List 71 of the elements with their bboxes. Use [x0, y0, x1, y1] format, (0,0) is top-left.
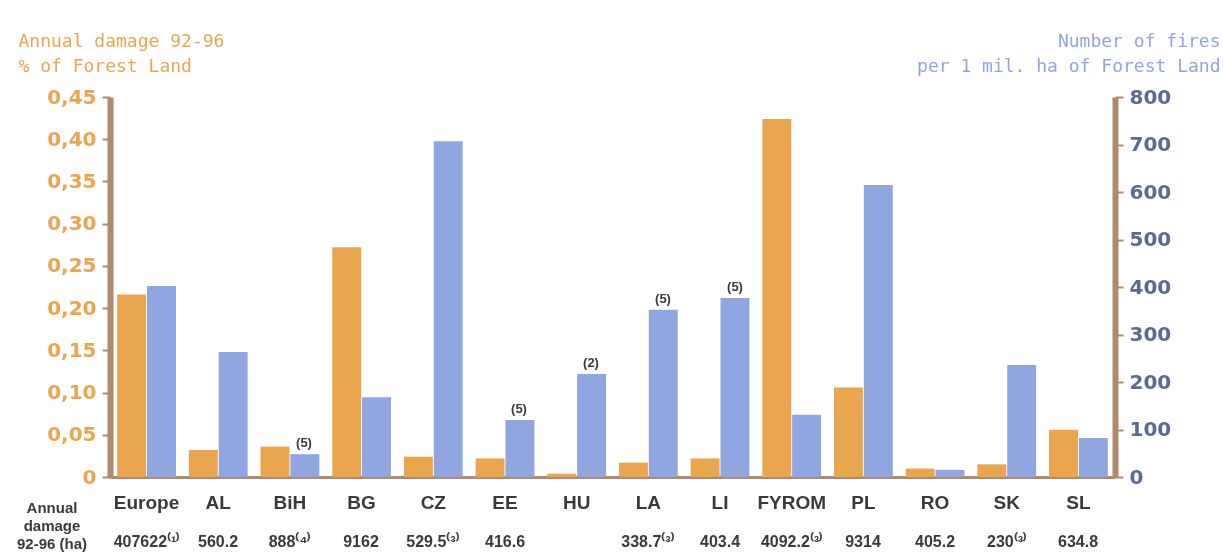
text: 230⁽³⁾: [986, 532, 1028, 550]
bar: [577, 373, 607, 477]
bar: [690, 458, 720, 477]
y2-tick-label: 300: [1129, 322, 1172, 346]
text: 9314: [845, 533, 881, 550]
x-tick-label: SK: [993, 491, 1021, 513]
text: 560.2: [197, 533, 239, 550]
bar: [720, 297, 750, 477]
bar: [792, 414, 822, 477]
bar: [332, 247, 362, 477]
bar: [218, 352, 248, 477]
text: 9162: [343, 533, 379, 550]
y2-tick-label: 500: [1129, 227, 1172, 251]
text: 338.7⁽³⁾: [621, 532, 675, 550]
bar: [648, 309, 678, 477]
text: 405.2: [914, 533, 956, 550]
annotation: (5): [655, 291, 671, 306]
y-tick-label: 0,25: [47, 253, 97, 278]
bar: [403, 456, 433, 477]
y2-tick-label: 0: [1129, 464, 1144, 489]
x-tick-label: AL: [205, 491, 232, 513]
bar: [618, 462, 648, 477]
bar: [762, 118, 792, 477]
x-tick-label: FYROM: [757, 491, 827, 513]
x-tick-label: EE: [492, 491, 518, 513]
x-tick-label: LA: [635, 491, 662, 513]
bar: [863, 184, 893, 477]
bar: [1007, 364, 1037, 477]
text: Annual damage 92-96 (ha): [16, 499, 88, 552]
y2-axis-title: Number of fires per 1 mil. ha of Forest Land: [917, 29, 1221, 76]
text: 888⁽⁴⁾: [268, 532, 312, 550]
x-tick-label: BiH: [273, 491, 307, 513]
y2-tick-label: 600: [1129, 179, 1172, 204]
x-tick-label: HU: [562, 491, 591, 513]
x-tick-label: SL: [1066, 491, 1091, 513]
x-tick-label: RO: [920, 491, 950, 513]
text: 4092.2⁽³⁾: [760, 532, 824, 550]
x-tick-label: Europe: [113, 491, 180, 513]
y2-tick-label: 800: [1129, 84, 1172, 109]
y2-tick-label: 400: [1129, 274, 1172, 299]
annotation: (5): [727, 279, 743, 294]
annotation: (2): [583, 355, 599, 370]
bar: [977, 464, 1007, 477]
x-tick-label: LI: [711, 491, 729, 513]
annotation: (5): [511, 401, 527, 416]
y2-tick-label: 100: [1129, 417, 1172, 441]
y-tick-label: 0: [82, 464, 97, 489]
y-tick-label: 0,30: [47, 211, 97, 236]
x-tick-label: BG: [347, 491, 376, 513]
y-tick-label: 0,15: [47, 337, 97, 362]
y-tick-label: 0,05: [47, 422, 97, 447]
text: 407622⁽¹⁾: [113, 532, 181, 550]
y2-tick-label: 700: [1129, 132, 1172, 156]
y-tick-label: 0,40: [47, 126, 97, 151]
y-axis-title: Annual damage 92-96 % of Forest Land: [18, 29, 225, 76]
text: 634.8: [1057, 533, 1099, 550]
y2-tick-label: 200: [1129, 369, 1172, 394]
y-tick-label: 0,35: [47, 168, 97, 193]
x-tick-label: PL: [851, 491, 876, 513]
bar: [188, 449, 218, 477]
y-tick-label: 0,10: [47, 380, 97, 405]
bar: [505, 420, 535, 477]
x-tick-label: CZ: [420, 491, 447, 513]
y-tick-label: 0,45: [47, 84, 97, 109]
bar: [834, 387, 863, 477]
y-tick-label: 0,20: [47, 295, 97, 320]
bar: [433, 141, 463, 477]
text: 529.5⁽³⁾: [406, 532, 460, 550]
text: 416.6: [484, 533, 526, 550]
text: 403.4: [699, 533, 741, 550]
annotation: (5): [296, 435, 312, 450]
